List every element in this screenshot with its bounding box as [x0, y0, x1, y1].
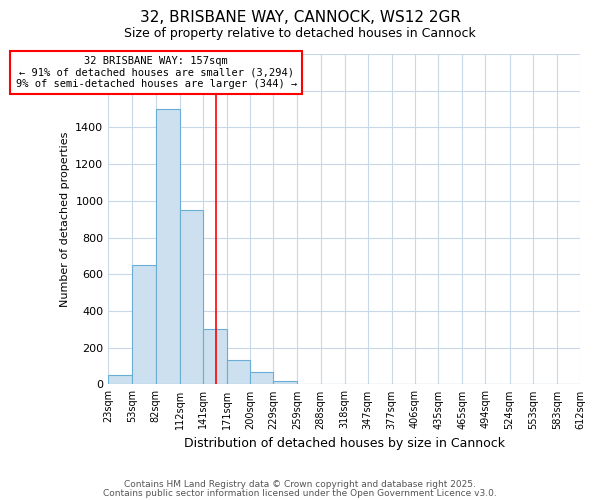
- Text: Contains HM Land Registry data © Crown copyright and database right 2025.: Contains HM Land Registry data © Crown c…: [124, 480, 476, 489]
- Bar: [108, 376, 132, 384]
- Text: 32 BRISBANE WAY: 157sqm
← 91% of detached houses are smaller (3,294)
9% of semi-: 32 BRISBANE WAY: 157sqm ← 91% of detache…: [16, 56, 297, 89]
- Bar: [227, 360, 250, 384]
- Text: 32, BRISBANE WAY, CANNOCK, WS12 2GR: 32, BRISBANE WAY, CANNOCK, WS12 2GR: [139, 10, 461, 25]
- Text: Size of property relative to detached houses in Cannock: Size of property relative to detached ho…: [124, 28, 476, 40]
- Bar: [179, 210, 203, 384]
- Bar: [273, 381, 297, 384]
- Text: Contains public sector information licensed under the Open Government Licence v3: Contains public sector information licen…: [103, 488, 497, 498]
- Bar: [203, 330, 227, 384]
- Bar: [155, 109, 179, 384]
- Bar: [250, 372, 273, 384]
- Bar: [132, 265, 155, 384]
- Y-axis label: Number of detached properties: Number of detached properties: [60, 132, 70, 307]
- X-axis label: Distribution of detached houses by size in Cannock: Distribution of detached houses by size …: [184, 437, 505, 450]
